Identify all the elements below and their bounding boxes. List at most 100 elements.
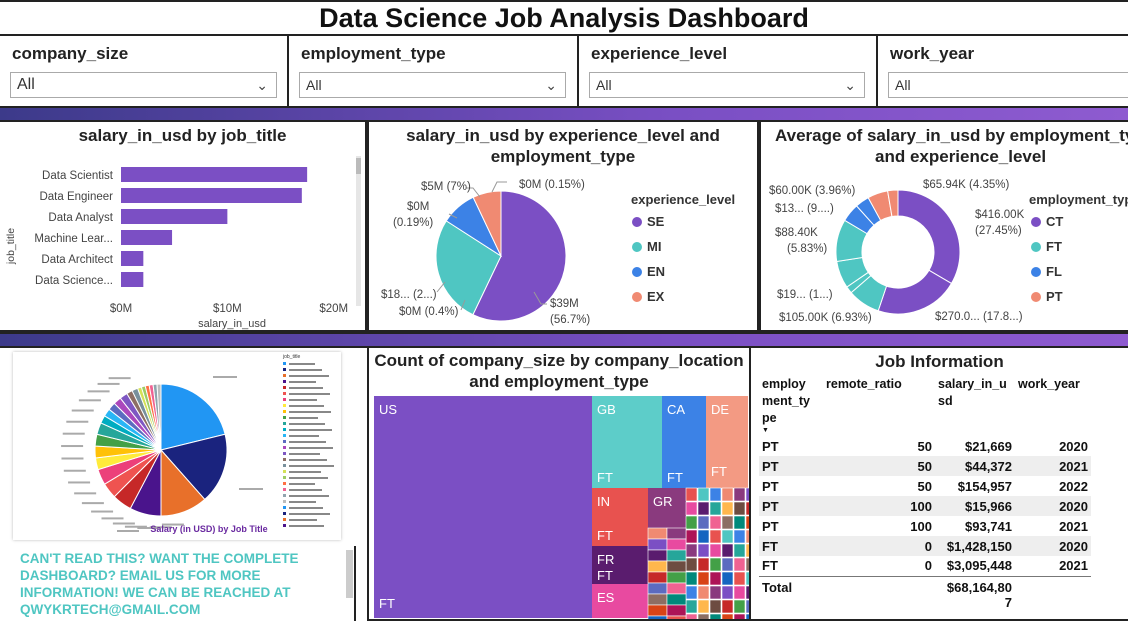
treemap-small-cell[interactable] [666,527,687,540]
bar-scrollbar[interactable] [356,156,361,306]
treemap-small-cell[interactable] [647,593,668,606]
treemap-small-cell[interactable] [666,604,687,617]
pie-slice-ex[interactable] [472,190,502,257]
treemap-cell-gr[interactable] [648,488,686,528]
table-row[interactable]: PT 100 $93,741 2021 [759,516,1091,536]
donut-chart-panel[interactable]: Average of salary_in_usd by employment_t… [759,120,1128,332]
treemap-small-cell[interactable] [666,571,687,584]
treemap-cell-us[interactable] [374,396,592,618]
treemap-small-cell[interactable] [745,613,751,621]
treemap-cell-de[interactable] [706,396,748,488]
treemap-small-cell[interactable] [733,585,746,600]
treemap-cell-es[interactable] [592,584,648,618]
treemap-small-cell[interactable] [733,543,746,558]
legend-item-mi[interactable]: MI [647,239,661,254]
donut-segment-9[interactable] [887,189,899,218]
treemap-small-cell[interactable] [685,515,698,530]
treemap-small-cell[interactable] [697,571,710,586]
treemap-small-cell[interactable] [697,613,710,621]
treemap-small-cell[interactable] [721,487,734,502]
treemap-small-cell[interactable] [666,538,687,551]
col-work-year[interactable]: work_year [1018,377,1080,391]
treemap-small-cell[interactable] [733,501,746,516]
treemap-small-cell[interactable] [745,501,751,516]
treemap-small-cell[interactable] [745,515,751,530]
treemap-small-cell[interactable] [745,529,751,544]
treemap-small-cell[interactable] [721,557,734,572]
treemap-small-cell[interactable] [745,585,751,600]
treemap-small-cell[interactable] [697,515,710,530]
employment-type-dropdown[interactable]: All ⌄ [299,72,566,98]
bar-5[interactable] [121,272,144,287]
treemap-small-cell[interactable] [721,529,734,544]
treemap-cell-in[interactable] [592,488,648,546]
legend-item-pt[interactable]: PT [1046,289,1063,304]
table-row[interactable]: PT 50 $44,372 2021 [759,456,1091,476]
legend-item-ex[interactable]: EX [647,289,665,304]
donut-segment-1[interactable] [877,269,953,315]
legend-item-ft[interactable]: FT [1046,239,1062,254]
treemap-small-cell[interactable] [721,571,734,586]
pie-chart-panel[interactable]: salary_in_usd by experience_level and em… [367,120,759,332]
job-info-panel[interactable]: Job Information employ ment_ty pe ▼ remot… [751,346,1128,621]
treemap-small-cell[interactable] [721,515,734,530]
treemap-small-cell[interactable] [666,593,687,606]
col-remote-ratio[interactable]: remote_ratio [826,377,902,391]
treemap-small-cell[interactable] [697,557,710,572]
legend-item-en[interactable]: EN [647,264,665,279]
treemap-small-cell[interactable] [709,543,722,558]
legend-item-ct[interactable]: CT [1046,214,1063,229]
treemap-small-cell[interactable] [733,515,746,530]
treemap-small-cell[interactable] [647,560,668,573]
treemap-small-cell[interactable] [685,557,698,572]
treemap-small-cell[interactable] [721,599,734,614]
treemap-small-cell[interactable] [733,599,746,614]
treemap-small-cell[interactable] [685,529,698,544]
pie-slice-mi[interactable] [435,220,502,316]
treemap-small-cell[interactable] [709,529,722,544]
bar-chart-panel[interactable]: salary_in_usd by job_title job_title sal… [0,120,367,332]
treemap-small-cell[interactable] [733,529,746,544]
treemap-small-cell[interactable] [721,585,734,600]
note-scrollbar[interactable] [346,550,353,598]
bar-1[interactable] [121,188,302,203]
treemap-small-cell[interactable] [647,604,668,617]
col-salary[interactable]: salary_in_u sd [938,377,1007,408]
treemap-small-cell[interactable] [697,487,710,502]
treemap-small-cell[interactable] [697,585,710,600]
treemap-small-cell[interactable] [709,515,722,530]
donut-segment-0[interactable] [897,189,961,285]
treemap-small-cell[interactable] [709,487,722,502]
treemap-small-cell[interactable] [745,599,751,614]
treemap-small-cell[interactable] [745,571,751,586]
treemap-small-cell[interactable] [647,527,668,540]
mini-pie-slice-1[interactable] [160,433,228,501]
treemap-small-cell[interactable] [647,571,668,584]
mini-pie-slice-0[interactable] [160,383,226,451]
treemap-panel[interactable]: Count of company_size by company_locatio… [367,346,751,621]
mini-pie-slice-23[interactable] [156,383,162,451]
company-size-dropdown[interactable]: All ⌄ [10,72,277,98]
treemap-small-cell[interactable] [685,487,698,502]
treemap-small-cell[interactable] [685,571,698,586]
treemap-small-cell[interactable] [697,501,710,516]
treemap-small-cell[interactable] [666,560,687,573]
treemap-small-cell[interactable] [697,599,710,614]
treemap-small-cell[interactable] [709,585,722,600]
work-year-dropdown[interactable]: All [888,72,1128,98]
treemap-small-cell[interactable] [666,582,687,595]
treemap-small-cell[interactable] [709,613,722,621]
table-row[interactable]: FT 0 $1,428,150 2020 [759,536,1091,556]
treemap-small-cell[interactable] [685,543,698,558]
treemap-small-cell[interactable] [721,543,734,558]
treemap-small-cell[interactable] [697,529,710,544]
treemap-small-cell[interactable] [685,585,698,600]
treemap-small-cell[interactable] [666,549,687,562]
treemap-small-cell[interactable] [745,543,751,558]
experience-level-dropdown[interactable]: All ⌄ [589,72,865,98]
treemap-small-cell[interactable] [721,501,734,516]
treemap-small-cell[interactable] [685,613,698,621]
treemap-small-cell[interactable] [745,557,751,572]
treemap-small-cell[interactable] [685,599,698,614]
legend-item-fl[interactable]: FL [1046,264,1062,279]
